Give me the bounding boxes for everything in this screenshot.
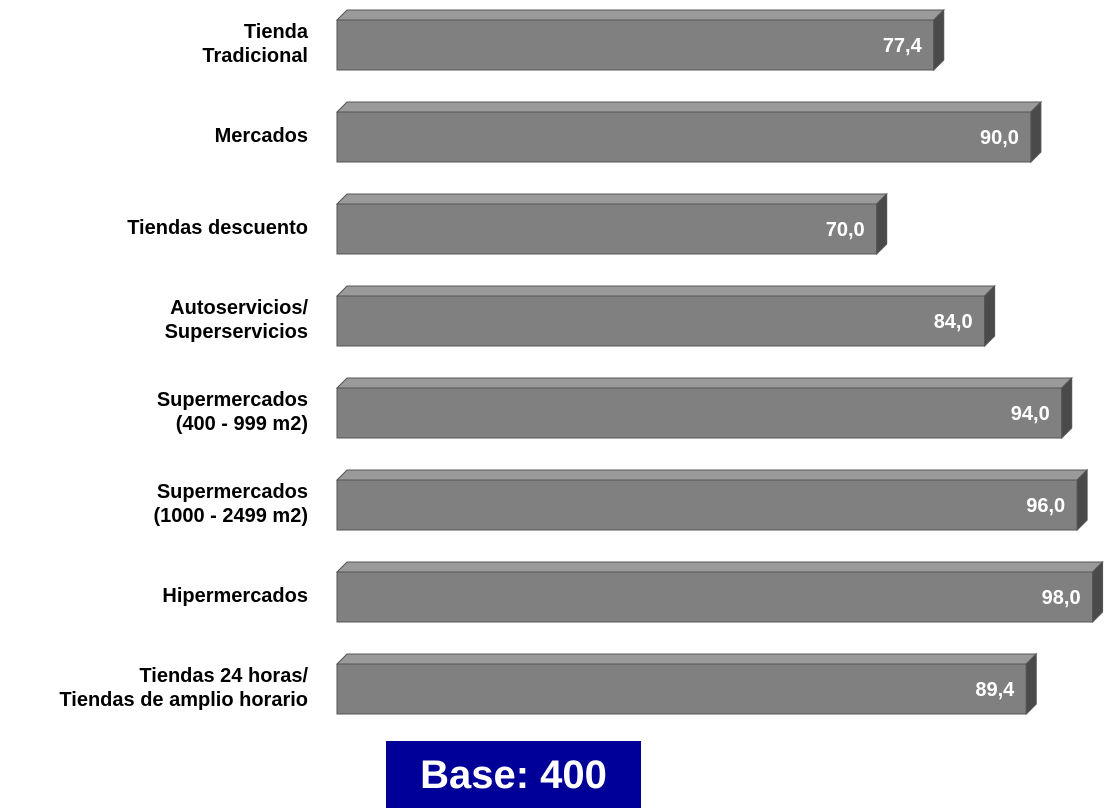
base-box: Base: 400 (386, 741, 641, 808)
bar-side-face (984, 284, 996, 348)
bar (336, 387, 1063, 439)
bar-top-face (335, 653, 1038, 665)
category-label: Mercados (215, 125, 308, 147)
data-label: 70,0 (826, 219, 865, 241)
bar-top-face (335, 193, 888, 205)
category-label: Supermercados (157, 389, 308, 411)
category-label: Supermercados (157, 481, 308, 503)
bar-top-face (335, 469, 1089, 481)
bar-side-face (876, 192, 888, 256)
bar-side-face (1061, 376, 1073, 440)
category-label: Superservicios (165, 321, 308, 343)
bar (336, 295, 986, 347)
bar-side-face (1030, 100, 1042, 164)
data-label: 84,0 (934, 311, 973, 333)
bar (336, 203, 878, 255)
category-label: (1000 - 2499 m2) (153, 505, 308, 527)
bar (336, 111, 1032, 163)
data-label: 89,4 (975, 679, 1015, 701)
category-label: Tradicional (202, 45, 308, 67)
bar-top-face (335, 9, 945, 21)
bar-top-face (335, 377, 1073, 389)
bar (336, 19, 935, 71)
category-label: Tienda (244, 21, 309, 43)
data-label: 98,0 (1042, 587, 1081, 609)
bar-side-face (1076, 468, 1088, 532)
data-label: 94,0 (1011, 403, 1050, 425)
bar-side-face (933, 8, 945, 72)
category-label: Tiendas 24 horas/ (139, 665, 308, 687)
category-label: Autoservicios/ (170, 297, 308, 319)
bar-top-face (335, 285, 996, 297)
base-label: Base: 400 (420, 752, 607, 797)
data-label: 96,0 (1026, 495, 1065, 517)
bar-side-face (1092, 560, 1104, 624)
bar (336, 663, 1027, 715)
bar (336, 479, 1078, 531)
bar-top-face (335, 561, 1104, 573)
data-label: 77,4 (883, 35, 923, 57)
data-label: 90,0 (980, 127, 1019, 149)
category-label: (400 - 999 m2) (176, 413, 308, 435)
bar-top-face (335, 101, 1043, 113)
category-label: Tiendas de amplio horario (59, 689, 308, 711)
category-label: Tiendas descuento (127, 217, 308, 239)
bar (336, 571, 1094, 623)
category-label: Hipermercados (162, 585, 308, 607)
bar-side-face (1025, 652, 1037, 716)
